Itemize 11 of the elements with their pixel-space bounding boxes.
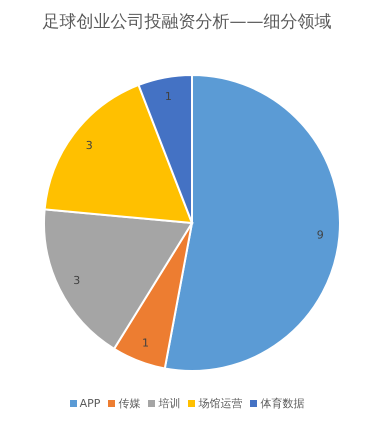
legend-label: APP (80, 397, 100, 410)
legend-label: 传媒 (118, 396, 140, 411)
data-label: 1 (164, 90, 172, 103)
legend-label: 体育数据 (260, 396, 304, 411)
data-label: 9 (316, 228, 324, 242)
data-label: 3 (73, 274, 80, 287)
legend-label: 培训 (158, 396, 180, 411)
data-label: 3 (86, 138, 93, 152)
data-label: 1 (142, 336, 149, 350)
chart-title: 足球创业公司投融资分析——细分领域 (42, 11, 332, 34)
legend-label: 场馆运营 (198, 396, 242, 411)
